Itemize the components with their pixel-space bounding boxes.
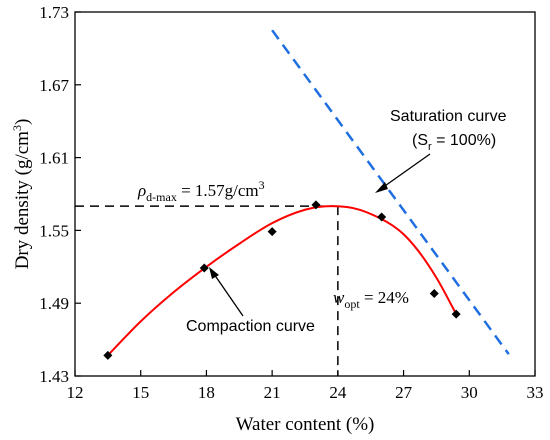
saturation-arrow bbox=[375, 153, 431, 193]
y-tick-label: 1.67 bbox=[39, 76, 69, 95]
y-tick-label: 1.73 bbox=[39, 3, 69, 22]
data-point bbox=[311, 200, 321, 210]
y-tick-label: 1.49 bbox=[39, 294, 69, 313]
x-tick-label: 12 bbox=[67, 383, 84, 402]
x-tick-label: 15 bbox=[132, 383, 149, 402]
x-tick-label: 24 bbox=[329, 383, 347, 402]
data-point bbox=[267, 227, 277, 237]
data-point bbox=[429, 288, 439, 298]
data-point bbox=[103, 350, 113, 360]
saturation-curve-label: Saturation curve bbox=[390, 108, 507, 125]
saturation-condition-label: (Sr = 100%) bbox=[412, 132, 496, 153]
y-tick-label: 1.43 bbox=[39, 367, 69, 386]
plot-frame bbox=[74, 11, 536, 377]
data-point bbox=[377, 212, 387, 222]
compaction-arrow bbox=[209, 267, 244, 317]
x-tick-label: 18 bbox=[198, 383, 215, 402]
compaction-curve-line bbox=[107, 205, 458, 357]
x-axis-title: Water content (%) bbox=[236, 414, 375, 435]
data-point bbox=[451, 309, 461, 319]
y-tick-label: 1.61 bbox=[39, 149, 69, 168]
y-axis-title: Dry density (g/cm3) bbox=[10, 119, 33, 270]
optimum-water-label: wopt = 24% bbox=[333, 288, 409, 311]
compaction-curve-label: Compaction curve bbox=[186, 318, 315, 335]
data-point bbox=[199, 263, 209, 273]
plot-layer bbox=[75, 29, 510, 376]
x-tick-label: 33 bbox=[527, 383, 544, 402]
x-tick-label: 21 bbox=[264, 383, 281, 402]
x-tick-label: 27 bbox=[395, 383, 413, 402]
max-density-label: ρd-max = 1.57g/cm3 bbox=[137, 178, 265, 204]
ticks-layer: 12 15 18 21 24 27 30 33 1.43 1.49 1.55 1.61 1.67 1.73 bbox=[39, 3, 543, 402]
y-tick-label: 1.55 bbox=[39, 221, 69, 240]
saturation-curve-line bbox=[271, 29, 510, 355]
x-tick-label: 30 bbox=[461, 383, 478, 402]
